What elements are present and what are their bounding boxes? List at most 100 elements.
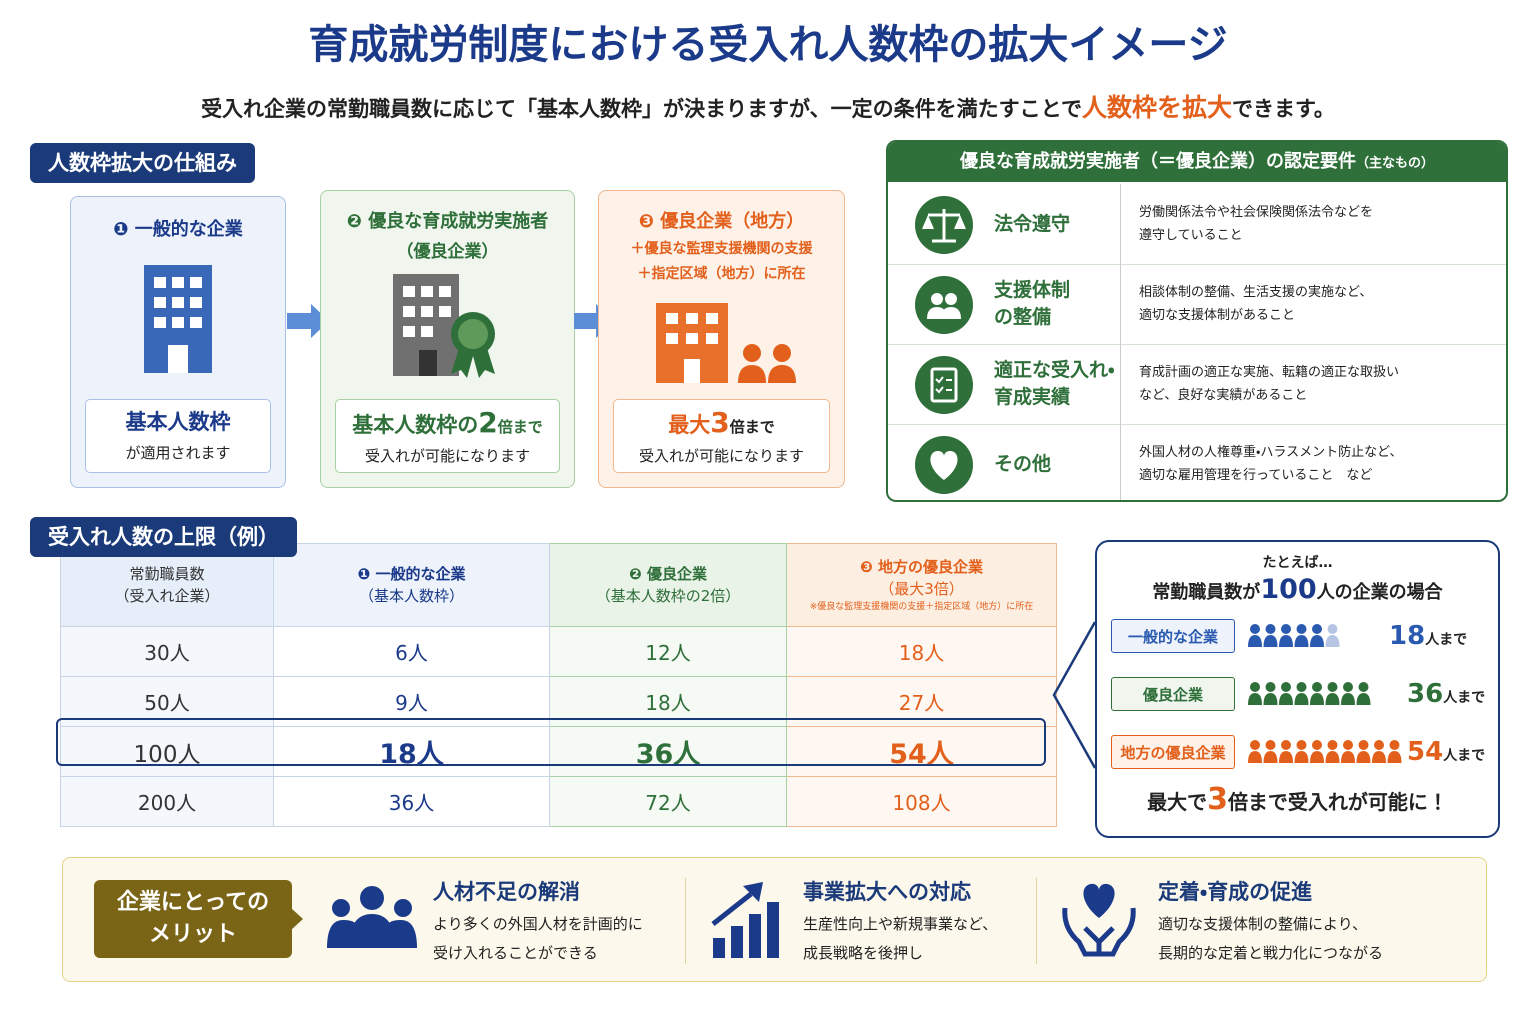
requirements-note: （主なもの）: [1355, 156, 1434, 171]
decoration: 適切な支援体制の整備により、 長期的な定着と戦力化につながる: [1158, 910, 1383, 968]
decoration: [172, 317, 184, 328]
requirements-header: 優良な育成就労実施者（＝優良企業）の認定要件（主なもの）: [888, 142, 1506, 182]
merit-title: 事業拡大への対応: [803, 880, 971, 904]
merit-desc: 成長戦略を後押し: [803, 944, 924, 962]
decoration: [935, 376, 952, 394]
card: ❸ 優良企業（地方） ＋優良な監理支援機関の支援 ＋指定区域（地方）に所在 最大3…: [598, 190, 845, 488]
decoration: [420, 286, 433, 297]
requirement-row: 支援体制 の整備 相談体制の整備、生活支援の実施など、 適切な支援体制があること: [888, 264, 1506, 345]
person-icon: [1296, 682, 1307, 692]
person-icon: [1310, 693, 1324, 705]
person-icon: [1263, 693, 1278, 705]
requirement-desc-line: 適切な雇用管理を行っていること など: [1139, 468, 1373, 483]
person-icon: [1263, 635, 1278, 647]
decoration: [450, 348, 495, 378]
example-value: 18人まで: [1389, 621, 1467, 651]
column-header-line: ❷ 優良企業: [629, 565, 707, 583]
merits-label-line: 企業にとっての: [116, 890, 270, 915]
column-header-line: （基本人数枠の2倍）: [595, 587, 741, 605]
card-result: 基本人数枠の: [352, 413, 479, 437]
requirement-icon: [915, 436, 973, 494]
person-icon: [1312, 740, 1322, 750]
decoration: [665, 313, 718, 383]
example-value-unit: 人まで: [1443, 690, 1486, 706]
decoration: [438, 286, 451, 297]
decoration: [731, 926, 743, 958]
merit-desc: 受け入れることができる: [433, 944, 598, 962]
requirement-name-line: 法令遵守: [994, 212, 1071, 235]
person-icon: [1294, 693, 1309, 705]
decoration: [743, 882, 763, 902]
example-heading-number: 100: [1260, 574, 1317, 605]
decoration: [772, 344, 791, 362]
subtitle-text: 受入れ企業の常勤職員数に応じて「基本人数枠」が決まりますが、一定の条件を満たすこ…: [201, 97, 1083, 121]
example-value: 54人まで: [1407, 737, 1485, 767]
decoration: [915, 356, 973, 414]
requirement-row: 法令遵守 労働関係法令や社会保険関係法令などを 遵守していること: [888, 184, 1506, 265]
decoration: 基本人数枠 が適用されます: [85, 399, 271, 473]
card-title: ❷ 優良な育成就労実施者: [346, 211, 549, 232]
person-icon: [1372, 751, 1386, 763]
person-icon: [1343, 740, 1353, 750]
decoration: [154, 297, 166, 308]
decoration: [402, 306, 415, 317]
decoration: [172, 277, 184, 288]
table-cell: 30人: [60, 626, 274, 677]
decoration: [742, 344, 761, 362]
decoration: [402, 286, 415, 297]
person-icon: [1327, 740, 1338, 750]
decoration: [713, 938, 725, 958]
card-note: 受入れが可能になります: [638, 447, 804, 465]
decoration: [915, 276, 973, 334]
table-cell: 6人: [273, 626, 550, 677]
divider: [685, 878, 686, 964]
example-intro: たとえば…: [1262, 555, 1333, 571]
person-icon: [1341, 751, 1355, 763]
table-row: 30人 6人 12人 18人: [60, 626, 1057, 677]
merits-panel: 企業にとっての メリット 人材不足の解消 より多くの外国人材を計画的に 受け入れること…: [62, 857, 1487, 982]
example-panel: たとえば… 常勤職員数が100人の企業の場合 一般的な企業 18人まで 優良企業 36…: [1095, 540, 1500, 838]
divider: [1036, 878, 1037, 964]
person-icon: [1358, 682, 1369, 692]
merit-desc: 生産性向上や新規事業など、: [803, 915, 998, 933]
limits-table: 常勤職員数 （受入れ企業） ❶ 一般的な企業 （基本人数枠） ❷ 優良企業 （基本人数枠の…: [60, 543, 1057, 827]
card-subtitle: （優良企業）: [396, 242, 499, 262]
person-icon: [1310, 635, 1324, 647]
requirement-row: その他 外国人材の人権尊重・ハラスメント防止など、 適切な雇用管理を行っていること …: [888, 424, 1506, 500]
example-label: 優良企業: [1111, 677, 1235, 711]
building-people-icon: [655, 303, 796, 383]
growth-icon: [711, 882, 779, 958]
merits-label-line: メリット: [148, 922, 237, 947]
decoration: [683, 359, 700, 383]
merit-desc: より多くの外国人材を計画的に: [433, 915, 643, 933]
subtitle: 受入れ企業の常勤職員数に応じて「基本人数枠」が決まりますが、一定の条件を満たすこ…: [0, 88, 1536, 124]
person-icon: [1310, 751, 1324, 763]
card: ❷ 優良な育成就労実施者 （優良企業） 基本人数枠の2倍まで 受入れが可能になりま…: [320, 190, 575, 488]
building-award-icon: [392, 274, 495, 378]
decoration: [327, 920, 358, 948]
decoration: [402, 286, 451, 337]
requirement-desc-line: など、良好な実績があること: [1139, 388, 1308, 403]
decoration: [420, 326, 433, 337]
decoration: [665, 313, 678, 324]
person-icon: [1279, 693, 1293, 705]
decoration: [685, 313, 698, 324]
arrow: [287, 304, 329, 338]
decoration: 基本人数枠の2倍まで 受入れが可能になります: [335, 399, 560, 473]
card-result: 倍まで: [497, 418, 543, 436]
merits-label: 企業にとっての メリット: [94, 880, 292, 958]
table-cell: 18人: [273, 726, 550, 777]
decoration: [420, 306, 433, 317]
decoration: より多くの外国人材を計画的に 受け入れることができる: [433, 910, 643, 968]
person-icon: [1294, 751, 1309, 763]
requirement-desc-line: 外国人材の人権尊重・ハラスメント防止など、: [1139, 445, 1403, 460]
person-icon: [1312, 682, 1322, 692]
decoration: [685, 333, 698, 344]
decoration: [711, 892, 753, 926]
decoration: [931, 293, 943, 305]
person-icon: [1281, 682, 1291, 692]
person-icon: [1294, 635, 1309, 647]
row-highlight: [56, 718, 1046, 766]
decoration: ＋優良な監理支援機関の支援 ＋指定区域（地方）に所在: [599, 237, 844, 287]
